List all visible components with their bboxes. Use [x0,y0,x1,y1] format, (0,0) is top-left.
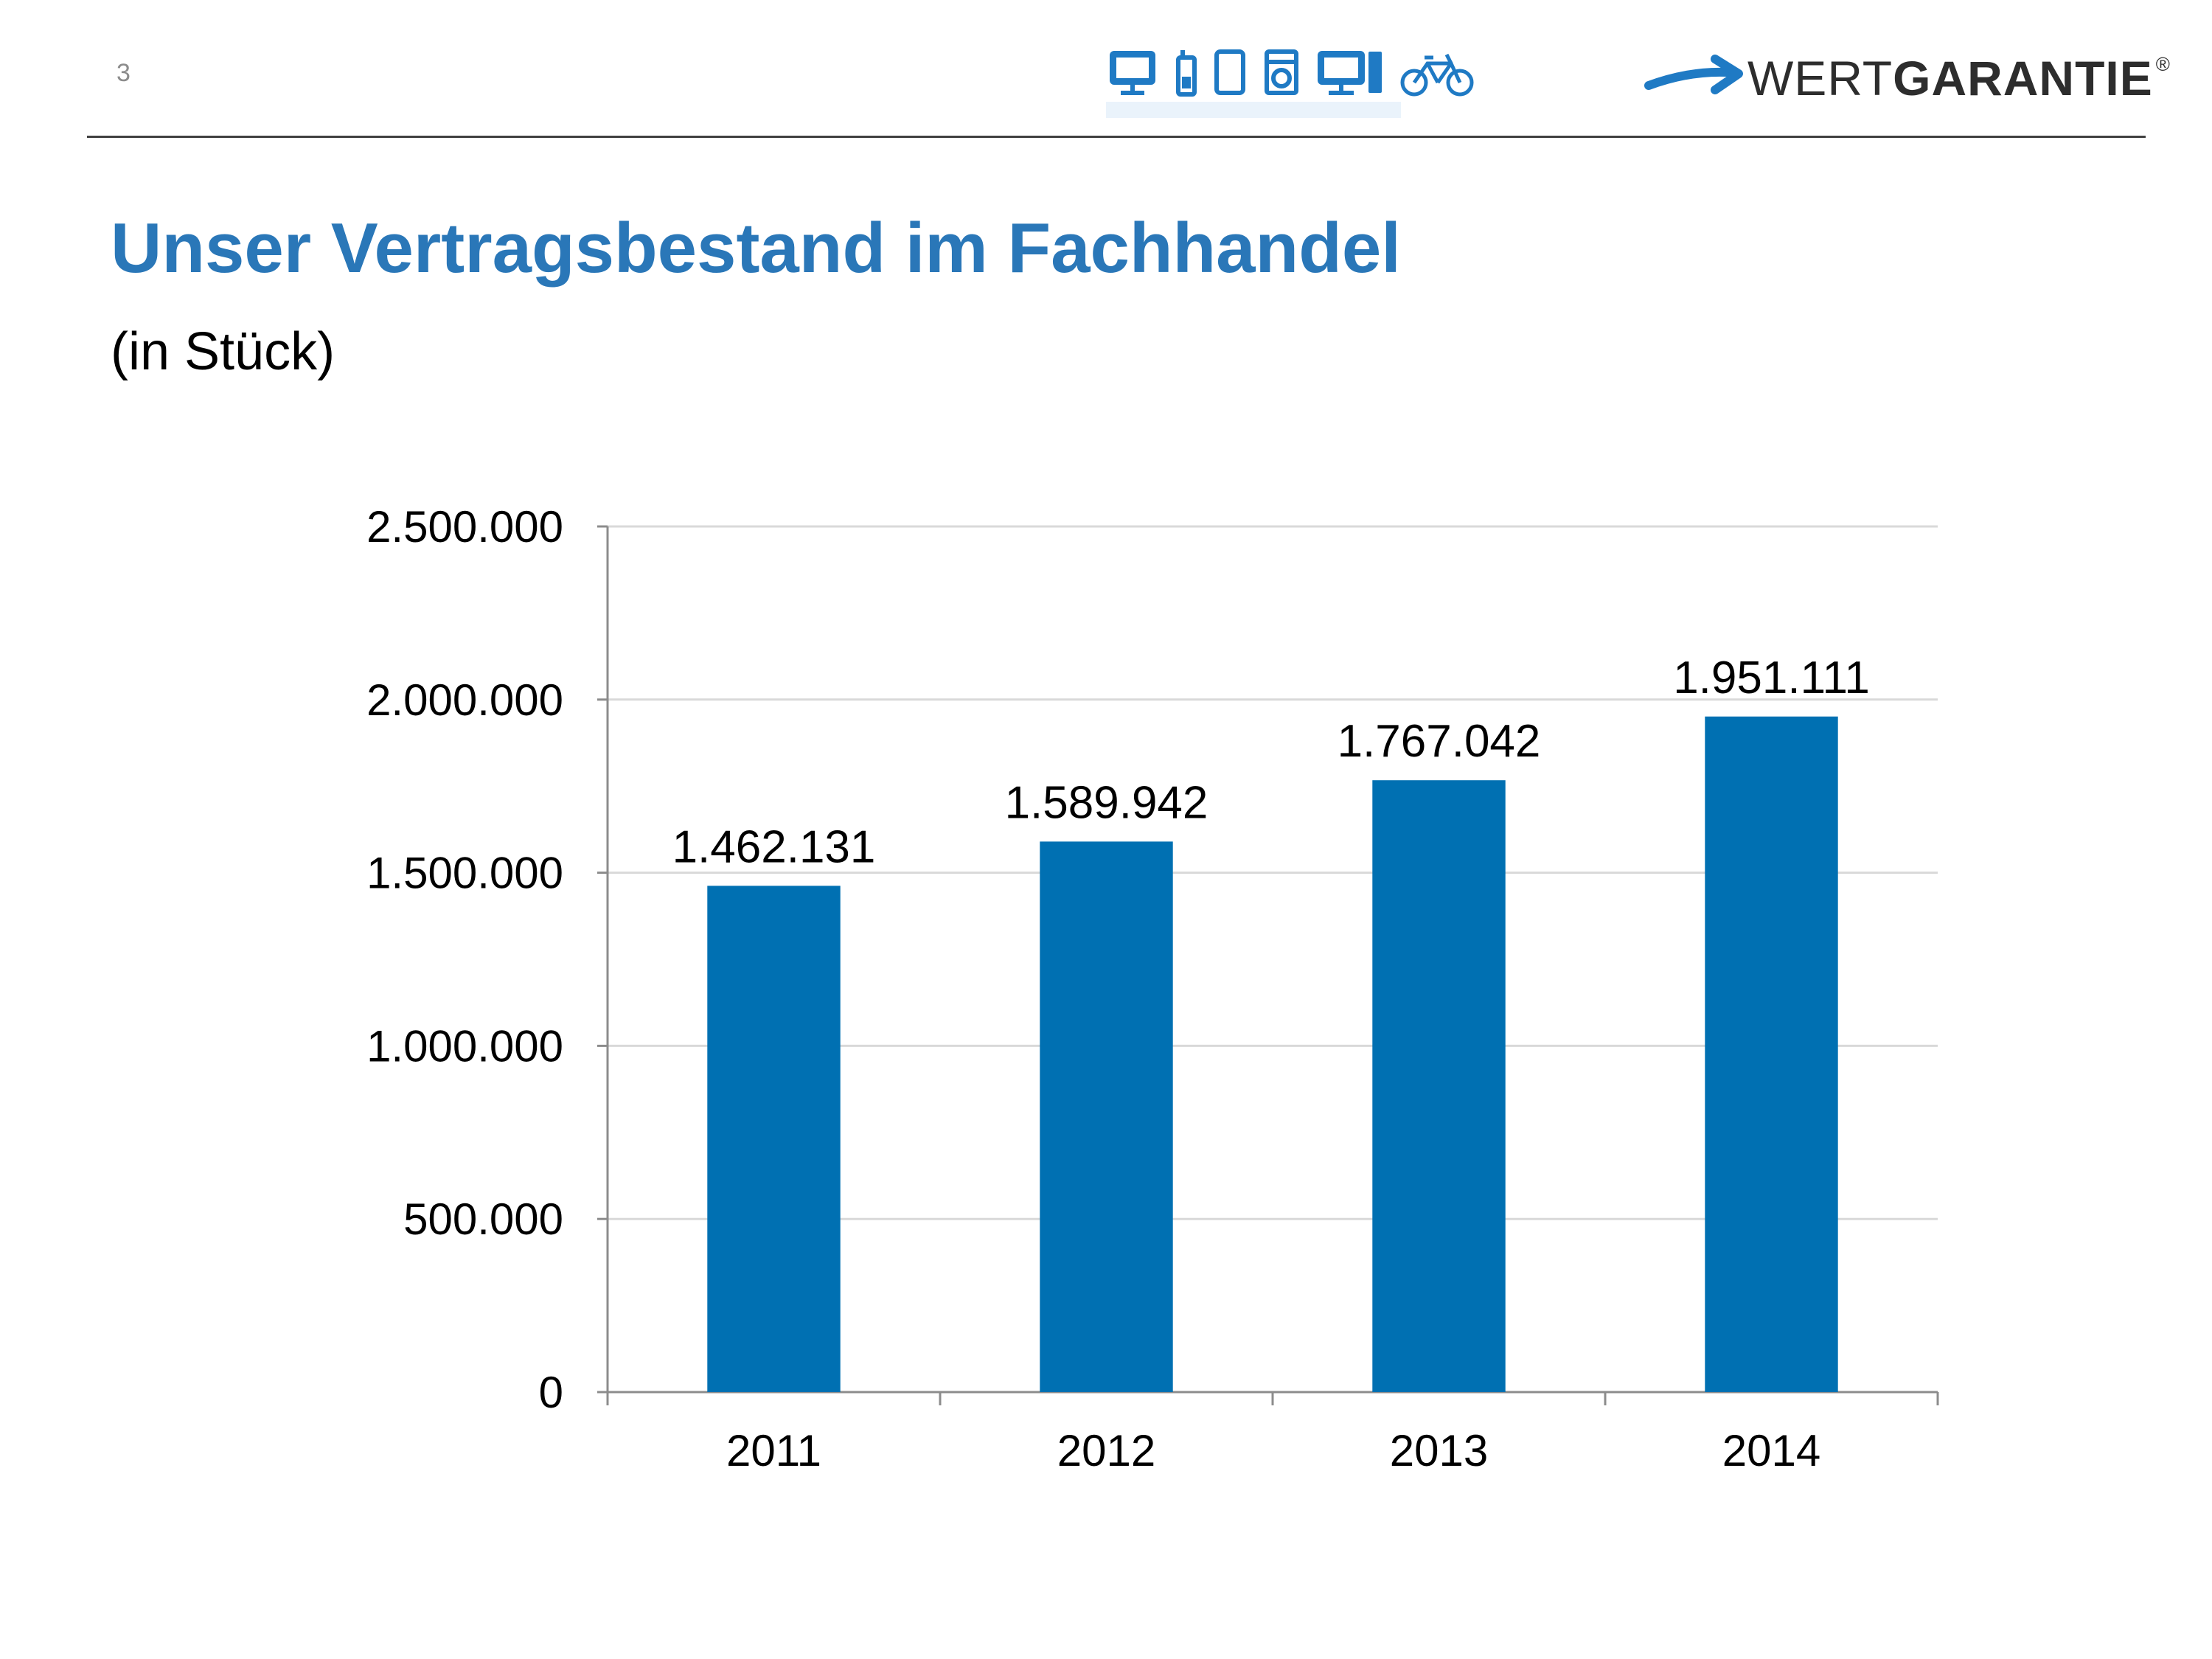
device-icons [1106,49,1474,118]
y-tick-label: 2.500.000 [366,502,563,552]
y-tick-label: 0 [539,1368,563,1417]
bicycle-icon [1400,53,1474,97]
y-tick-label: 1.000.000 [366,1021,563,1071]
y-tick-label: 500.000 [403,1194,563,1244]
arrow-icon [1644,55,1743,94]
data-label-2014: 1.951.111 [1673,653,1870,703]
logo-text-garantie: GARANTIE [1893,51,2153,105]
page-number: 3 [116,59,131,87]
bar-2011 [707,886,841,1392]
slide-title: Unser Vertragsbestand im Fachhandel [111,209,1401,288]
bar-2012 [1040,841,1173,1392]
x-tick-label-2011: 2011 [726,1426,821,1475]
tablet-icon [1214,49,1245,95]
bar-2013 [1372,780,1506,1392]
registered-mark: ® [2155,53,2171,75]
mobile-phone-icon [1176,50,1197,97]
header-divider [87,136,2146,138]
x-tick-label-2014: 2014 [1722,1426,1820,1475]
data-label-2012: 1.589.942 [1005,777,1208,828]
computer-icon [1318,51,1382,95]
monitor-icon [1110,51,1155,95]
x-tick-label-2013: 2013 [1390,1426,1488,1475]
x-tick-label-2012: 2012 [1057,1426,1155,1475]
data-label-2013: 1.767.042 [1338,716,1541,767]
brand-logo[interactable]: WERTGARANTIE ® [1644,47,2170,106]
logo-wordmark: WERTGARANTIE ® [1747,50,2171,106]
bar-2014 [1705,716,1838,1392]
logo-text-wert: WERT [1747,51,1893,105]
slide-subtitle: (in Stück) [111,322,335,381]
data-label-2011: 1.462.131 [672,821,876,872]
y-tick-label: 2.000.000 [366,675,563,725]
y-tick-label: 1.500.000 [366,849,563,898]
washing-machine-icon [1265,49,1298,95]
